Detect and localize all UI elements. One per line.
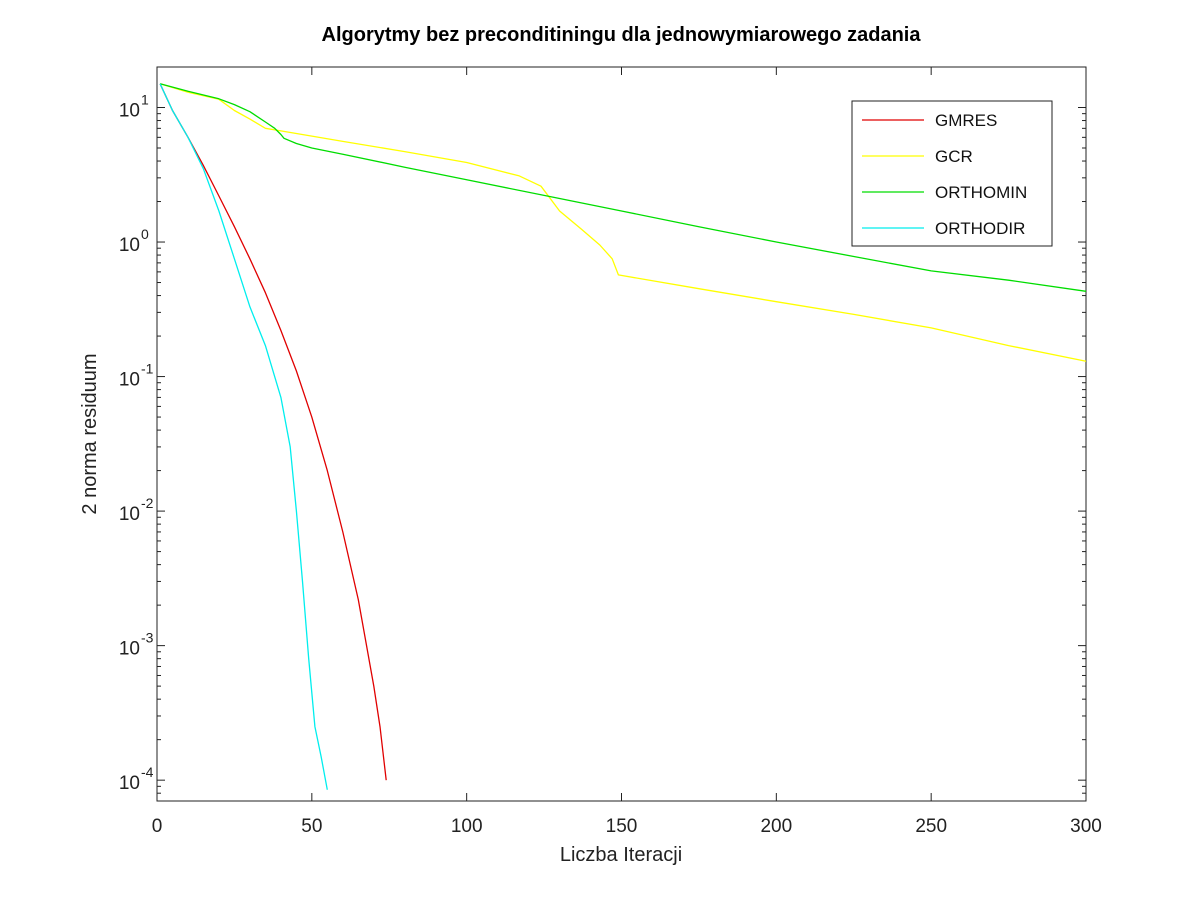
legend-label-orthomin: ORTHOMIN: [935, 183, 1027, 202]
x-tick-label: 200: [760, 816, 792, 837]
y-tick-label: 10: [119, 773, 140, 794]
y-tick-exponent: 1: [141, 91, 149, 107]
x-tick-label: 50: [301, 816, 322, 837]
series-layer: [159, 83, 1087, 790]
y-tick-exponent: -2: [141, 495, 154, 511]
x-tick-label: 300: [1070, 816, 1102, 837]
y-tick-exponent: 0: [141, 226, 149, 242]
y-tick-label: 10: [119, 235, 140, 256]
y-tick-exponent: -4: [141, 764, 154, 780]
y-tick-exponent: -3: [141, 630, 154, 646]
legend-label-gmres: GMRES: [935, 111, 997, 130]
x-tick-label: 250: [915, 816, 947, 837]
series-line-orthodir: [159, 83, 328, 790]
x-tick-label: 0: [152, 816, 163, 837]
series-line-gmres: [159, 83, 387, 781]
series-line-gcr: [159, 83, 1087, 362]
legend-label-orthodir: ORTHODIR: [935, 219, 1025, 238]
y-tick-label: 10: [119, 504, 140, 525]
legend-label-gcr: GCR: [935, 147, 973, 166]
x-tick-label: 100: [451, 816, 483, 837]
x-axis-ticks: 0 50 100 150 200 250 300: [152, 67, 1102, 837]
x-axis-label: Liczba Iteracji: [560, 844, 682, 866]
y-tick-label: 10: [119, 639, 140, 660]
legend-box: [851, 100, 1053, 247]
chart-title: Algorytmy bez preconditiningu dla jednow…: [322, 24, 922, 46]
x-tick-label: 150: [606, 816, 638, 837]
y-tick-exponent: -1: [141, 361, 154, 377]
legend: GMRES GCR ORTHOMIN ORTHODIR: [851, 100, 1053, 247]
series-line-orthomin: [159, 83, 1087, 292]
y-tick-label: 10: [119, 100, 140, 121]
y-axis-label: 2 norma residuum: [79, 353, 101, 514]
y-tick-label: 10: [119, 370, 140, 391]
